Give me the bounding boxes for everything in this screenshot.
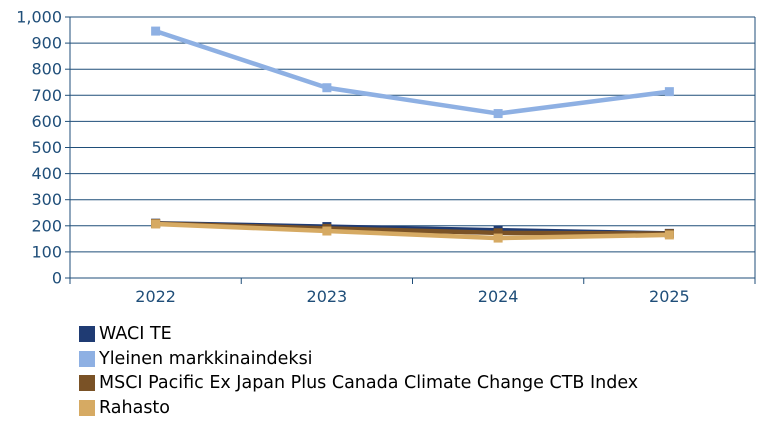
y-tick-label: 400	[31, 164, 62, 183]
axes	[65, 16, 756, 284]
gridlines	[70, 16, 755, 279]
legend-label-rahasto: Rahasto	[99, 397, 170, 418]
y-tick-label: 500	[31, 138, 62, 157]
series-marker	[151, 219, 161, 229]
legend: WACI TE Yleinen markkinaindeksi MSCI Pac…	[79, 322, 638, 420]
series-marker	[151, 26, 161, 36]
y-tick-label: 900	[31, 34, 62, 53]
y-tick-label: 200	[31, 216, 62, 235]
series-marker	[493, 228, 503, 238]
x-tick-label: 2025	[649, 287, 690, 306]
series-marker	[493, 109, 503, 119]
series-marker	[493, 233, 503, 243]
legend-item-waci-te: WACI TE	[79, 322, 638, 347]
x-axis-tick-labels: 2022 2023 2024 2025	[135, 287, 689, 306]
y-tick-label: 700	[31, 86, 62, 105]
series-marker	[322, 83, 332, 93]
y-tick-label: 100	[31, 242, 62, 261]
legend-label-yleinen-markkinaindeksi: Yleinen markkinaindeksi	[99, 348, 313, 369]
y-tick-label: 800	[31, 60, 62, 79]
legend-item-rahasto: Rahasto	[79, 396, 638, 421]
y-axis-tick-labels: 0 100 200 300 400 500 600 700 800 900 1,000	[16, 8, 62, 288]
series-marker	[322, 226, 332, 236]
legend-item-msci-index: MSCI Pacific Ex Japan Plus Canada Climat…	[79, 371, 638, 396]
legend-swatch-yleinen-markkinaindeksi	[79, 350, 95, 367]
legend-swatch-rahasto	[79, 399, 95, 416]
y-tick-label: 0	[52, 269, 62, 288]
series-line	[154, 28, 670, 116]
y-tick-label: 300	[31, 190, 62, 209]
legend-label-waci-te: WACI TE	[99, 324, 172, 345]
x-tick-label: 2023	[307, 287, 348, 306]
y-tick-label: 600	[31, 112, 62, 131]
y-tick-label: 1,000	[16, 8, 62, 27]
series-marker	[664, 87, 674, 97]
series-line	[155, 221, 670, 241]
series-marker	[664, 230, 674, 240]
legend-label-msci-index: MSCI Pacific Ex Japan Plus Canada Climat…	[99, 373, 639, 394]
series-lines	[151, 26, 674, 243]
legend-swatch-msci-index	[79, 375, 95, 392]
x-tick-label: 2024	[478, 287, 519, 306]
legend-item-yleinen-markkinaindeksi: Yleinen markkinaindeksi	[79, 347, 638, 372]
legend-swatch-waci-te	[79, 326, 95, 343]
x-tick-label: 2022	[135, 287, 176, 306]
